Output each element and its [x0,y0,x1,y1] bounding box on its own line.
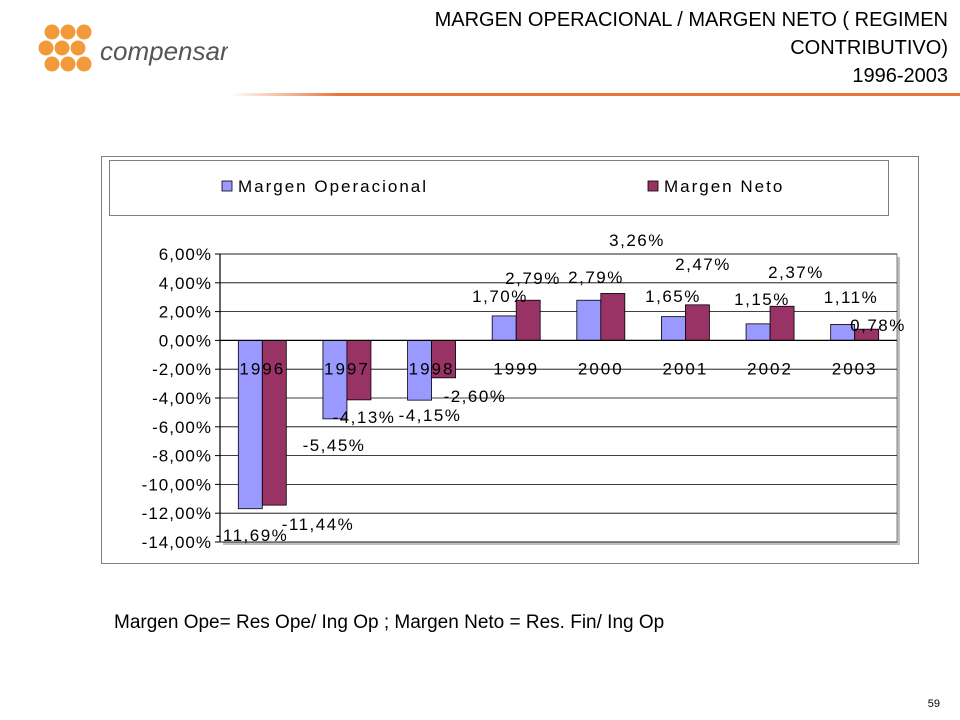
logo-wordmark: compensar [100,36,228,66]
header-rule [230,93,960,96]
formula-note: Margen Ope= Res Ope/ Ing Op ; Margen Net… [114,612,665,633]
logo-dot [70,40,86,56]
logo-dot [54,40,70,56]
page-number: 59 [927,698,940,710]
logo-dot [44,24,60,40]
logo-dot [60,56,76,72]
logo-dot [38,40,54,56]
logo-dot [60,24,76,40]
page-title: MARGEN OPERACIONAL / MARGEN NETO ( REGIM… [328,6,948,90]
logo-dot [76,56,92,72]
logo-dot [44,56,60,72]
title-line-1: MARGEN OPERACIONAL / MARGEN NETO ( REGIM… [434,9,948,31]
chart-legend-box [109,160,889,216]
chart-frame [101,156,919,564]
logo-dot [76,24,92,40]
title-line-3: 1996-2003 [852,65,948,87]
title-line-2: CONTRIBUTIVO) [790,37,948,59]
compensar-logo: compensar [38,24,228,72]
